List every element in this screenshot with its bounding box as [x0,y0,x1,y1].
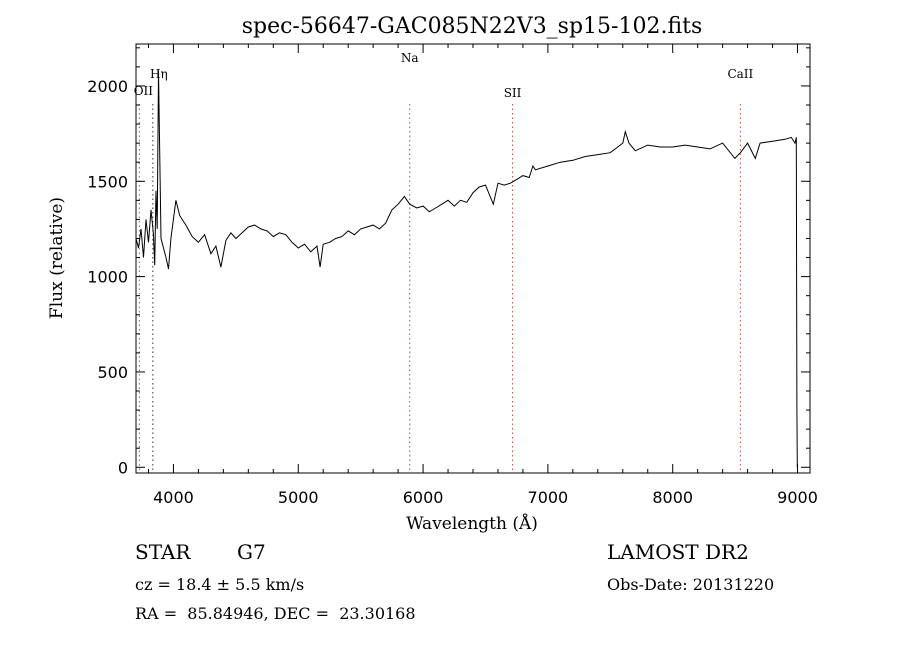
y-tick-label: 0 [118,458,128,477]
object-subclass: G7 [237,540,266,564]
line-label-oii: OII [134,84,154,98]
redshift-cz: cz = 18.4 ± 5.5 km/s [135,575,305,594]
plot-frame [135,43,811,474]
y-axis: 0 500 1000 1500 2000 [87,47,810,477]
survey-name: LAMOST DR2 [607,540,749,564]
x-tick-label: 7000 [528,488,569,507]
y-axis-label: Flux (relative) [47,197,67,319]
ra-dec-coordinates: RA = 85.84946, DEC = 23.30168 [135,604,416,623]
x-tick-label: 5000 [278,488,319,507]
line-label-caii: CaII [727,67,753,81]
y-tick-label: 1500 [87,172,128,191]
y-tick-label: 1000 [87,268,128,287]
line-label-na: Na [401,51,419,65]
y-tick-label: 500 [97,363,128,382]
x-axis: 4000 5000 6000 7000 8000 9000 [147,44,818,507]
x-tick-label: 6000 [403,488,444,507]
x-tick-label: 9000 [777,488,818,507]
x-axis-label: Wavelength (Å) [406,513,538,534]
object-class: STAR [135,540,191,564]
x-tick-label: 4000 [153,488,194,507]
observation-date: Obs-Date: 20131220 [607,575,775,594]
x-tick-label: 8000 [652,488,693,507]
spectrum-trace [135,70,798,468]
line-label-sii: SII [504,86,522,100]
chart-title: spec-56647-GAC085N22V3_sp15-102.fits [242,14,703,39]
y-tick-label: 2000 [87,77,128,96]
